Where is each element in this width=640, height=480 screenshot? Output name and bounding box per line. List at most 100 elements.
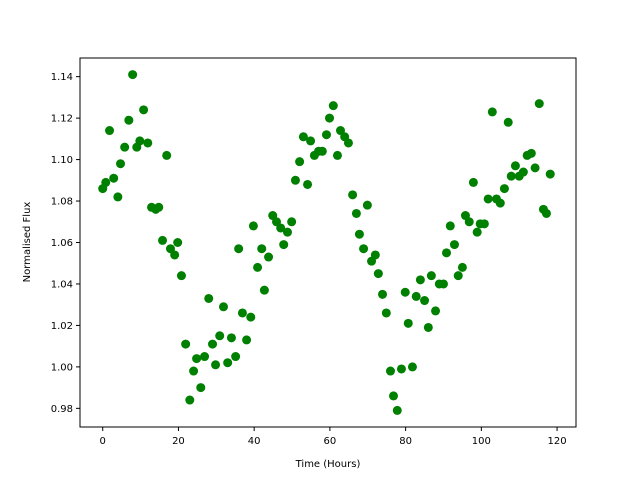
data-point [392, 405, 402, 415]
data-point [116, 159, 126, 169]
data-point [135, 136, 145, 146]
data-point [223, 358, 233, 368]
data-point [185, 395, 195, 405]
data-point [389, 391, 399, 401]
data-point [400, 287, 410, 297]
data-point [403, 318, 413, 328]
data-point [442, 248, 452, 258]
x-tick-label: 120 [548, 436, 567, 447]
data-point [196, 383, 206, 393]
y-tick-label: 1.12 [51, 114, 73, 125]
y-tick-label: 1.04 [51, 279, 73, 290]
y-tick-label: 1.14 [51, 72, 73, 83]
data-point [211, 360, 221, 370]
x-axis-label: Time (Hours) [295, 459, 361, 470]
data-point [226, 333, 236, 343]
data-point [381, 308, 391, 318]
data-point [370, 250, 380, 260]
x-tick-label: 60 [324, 436, 337, 447]
data-point [218, 302, 228, 312]
data-point [170, 250, 180, 260]
data-point [234, 244, 244, 254]
data-point [113, 192, 123, 202]
data-point [464, 217, 474, 227]
x-tick-label: 0 [100, 436, 106, 447]
data-point [479, 219, 489, 229]
data-point [264, 252, 274, 262]
data-point [253, 262, 263, 272]
data-point [468, 177, 478, 187]
data-point [518, 167, 528, 177]
data-point [279, 240, 289, 250]
data-point [231, 352, 241, 362]
data-point [200, 352, 210, 362]
data-point [411, 291, 421, 301]
data-point [101, 177, 111, 187]
data-point [257, 244, 267, 254]
x-tick-label: 40 [248, 436, 261, 447]
data-point [124, 115, 134, 125]
data-point [328, 101, 338, 111]
data-point [534, 99, 544, 109]
data-point [204, 293, 214, 303]
data-point [192, 354, 202, 364]
data-point [445, 221, 455, 231]
data-point [354, 229, 364, 239]
x-axis: 0 20 40 60 80 100 120 [100, 427, 567, 447]
data-point [526, 148, 536, 158]
data-point [348, 190, 358, 200]
data-point [453, 271, 463, 281]
data-point [487, 107, 497, 117]
data-point [431, 306, 441, 316]
data-point [158, 235, 168, 245]
data-point [423, 322, 433, 332]
data-point [472, 227, 482, 237]
data-point [503, 117, 513, 127]
data-point [282, 227, 292, 237]
data-point [541, 208, 551, 218]
data-point [510, 161, 520, 171]
data-point [298, 132, 308, 142]
data-point [189, 366, 199, 376]
y-axis: 0.98 1.00 1.02 1.04 1.06 1.08 1.10 1.12 1.14 [51, 72, 80, 415]
data-point [321, 130, 331, 140]
y-tick-label: 1.08 [51, 197, 73, 208]
data-point [162, 150, 172, 160]
data-point [237, 308, 247, 318]
data-point [173, 238, 183, 247]
y-tick-label: 1.02 [51, 321, 73, 332]
x-tick-label: 20 [172, 436, 185, 447]
data-point [362, 200, 372, 210]
y-axis-label: Normalised Flux [22, 202, 33, 283]
y-tick-label: 1.10 [51, 155, 73, 166]
data-point [325, 113, 335, 123]
data-point [351, 208, 361, 218]
data-point [208, 339, 218, 349]
data-point [246, 312, 256, 322]
data-point [248, 221, 258, 231]
data-point [139, 105, 149, 115]
data-point [373, 269, 383, 279]
data-point [287, 217, 297, 227]
data-point [457, 262, 467, 272]
data-point [143, 138, 153, 148]
data-point [215, 331, 225, 341]
data-point [276, 223, 286, 233]
data-point [483, 194, 493, 204]
data-point [120, 142, 130, 152]
data-point [420, 296, 430, 306]
y-tick-label: 0.98 [51, 404, 73, 415]
data-point [317, 146, 327, 156]
data-point [259, 285, 269, 295]
data-point [181, 339, 191, 349]
data-point [306, 136, 316, 146]
data-point [495, 198, 505, 208]
x-tick-label: 100 [472, 436, 491, 447]
data-point [303, 179, 313, 189]
x-tick-label: 80 [399, 436, 412, 447]
data-point [426, 271, 436, 281]
plot-frame [79, 57, 577, 428]
data-point [176, 271, 186, 281]
data-point [449, 240, 459, 250]
